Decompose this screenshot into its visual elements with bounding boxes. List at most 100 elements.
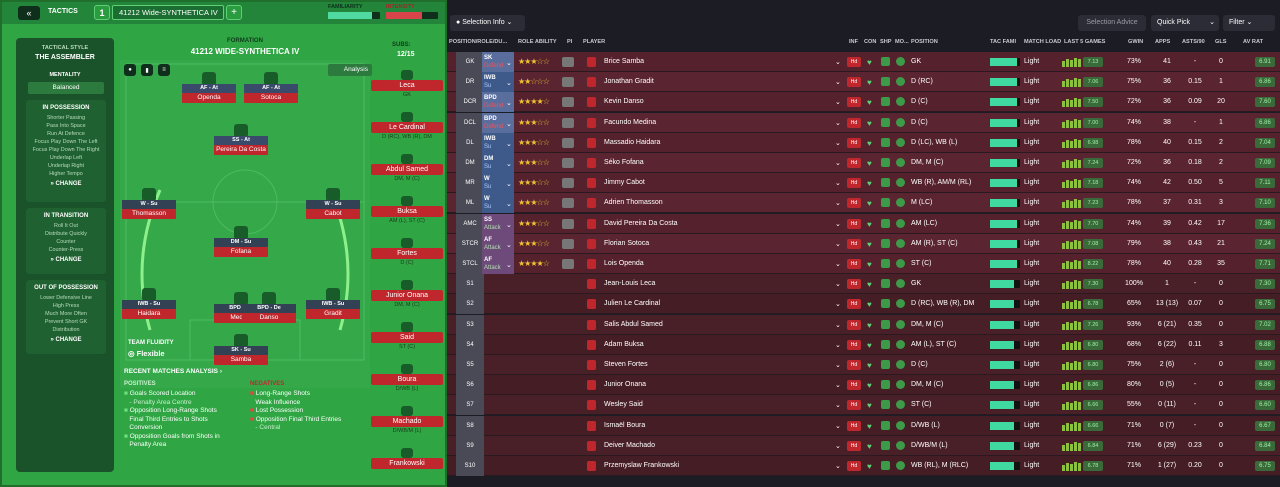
table-row[interactable]: STCR AF Attack ⌄ ★★★☆☆ Florian Sotoca ⌄ Hd ♥ AM (…: [447, 233, 1280, 254]
player-instructions-icon[interactable]: [562, 238, 574, 249]
table-row[interactable]: S7 Wesley Said ⌄ Hd ♥ ST (C) Light 6.66 55% 0 (11…: [447, 395, 1280, 416]
column-header[interactable]: APPS: [1155, 39, 1171, 45]
stats-view-icon[interactable]: ▮: [141, 64, 153, 76]
player-name[interactable]: Salis Abdul Samed: [604, 320, 663, 328]
player-name[interactable]: Séko Fofana: [604, 159, 644, 166]
role-duty[interactable]: W Su: [482, 193, 514, 214]
table-row[interactable]: S9 Deiver Machado ⌄ Hd ♥ D/WB/M (L) Light 6.84 7…: [447, 435, 1280, 456]
chevron-down-icon[interactable]: ⌄: [835, 422, 841, 430]
chevron-down-icon[interactable]: ⌄: [835, 463, 841, 470]
chevron-down-icon[interactable]: ⌄: [1209, 19, 1215, 26]
chevron-down-icon[interactable]: ⌄: [835, 240, 841, 248]
player-instructions-icon[interactable]: [562, 97, 574, 108]
tactical-style[interactable]: THE ASSEMBLER: [35, 54, 95, 61]
player-name[interactable]: Deiver Machado: [604, 441, 655, 449]
chevron-down-icon[interactable]: ⌄: [835, 139, 841, 147]
player-name[interactable]: Lois Openda: [604, 260, 644, 267]
player-instructions-icon[interactable]: [562, 137, 574, 148]
table-row[interactable]: DR IWB Su ⌄ ★★☆☆☆ Jonathan Gradit ⌄ Hd ♥ D (RC) Li…: [447, 72, 1280, 93]
player-name[interactable]: Brice Samba: [604, 58, 645, 65]
player-name[interactable]: Jonathan Gradit: [604, 78, 654, 86]
chevron-down-icon[interactable]: ⌄: [835, 160, 841, 167]
table-row[interactable]: S8 Ismaël Boura ⌄ Hd ♥ D/WB (L) Light 6.66 71% 0 …: [447, 415, 1280, 436]
table-row[interactable]: GK SK Defend ⌄ ★★★☆☆ Brice Samba ⌄ Hd ♥ GK Light 7.…: [447, 52, 1280, 72]
chevron-down-icon[interactable]: ⌄: [835, 99, 841, 107]
table-row[interactable]: MR W Su ⌄ ★★★☆☆ Jimmy Cabot ⌄ Hd ♥ WB (R), AM/M (…: [447, 173, 1280, 194]
chevron-down-icon[interactable]: ⌄: [835, 301, 841, 309]
chevron-down-icon[interactable]: ⌄: [835, 442, 841, 450]
change-transition-button[interactable]: » CHANGE: [50, 257, 82, 263]
table-row[interactable]: ML W Su ⌄ ★★★☆☆ Adrien Thomasson ⌄ Hd ♥ M (LC) Lig…: [447, 193, 1280, 214]
chevron-down-icon[interactable]: ⌄: [835, 281, 841, 289]
column-header[interactable]: GLS: [1215, 39, 1227, 45]
quick-pick-button[interactable]: Quick Pick ⌄: [1151, 15, 1219, 31]
player-instructions-icon[interactable]: [562, 117, 574, 128]
tactic-slot-number[interactable]: 1: [94, 5, 110, 20]
chevron-down-icon[interactable]: ⌄: [506, 60, 512, 67]
player-name[interactable]: Steven Fortes: [604, 361, 648, 368]
player-name[interactable]: Przemyslaw Frankowski: [604, 462, 680, 469]
substitute-card[interactable]: Said ST (C): [371, 322, 443, 351]
substitute-card[interactable]: Junior Onana DM, M (C): [371, 280, 443, 309]
column-header[interactable]: POSITION: [911, 39, 938, 45]
role-duty[interactable]: BPD Defend: [482, 92, 514, 113]
chevron-down-icon[interactable]: ⌄: [835, 341, 841, 349]
player-name[interactable]: Kevin Danso: [604, 98, 644, 106]
table-row[interactable]: S1 Jean-Louis Leca ⌄ Hd ♥ GK Light 7.30 100% 1 - 0 7…: [447, 274, 1280, 295]
chevron-down-icon[interactable]: ⌄: [835, 321, 841, 329]
filter-dropdown[interactable]: Filter ⌄: [1223, 15, 1275, 31]
substitute-card[interactable]: Fortes D (C): [371, 238, 443, 267]
table-row[interactable]: S4 Adam Buksa ⌄ Hd ♥ AM (L), ST (C) Light 6.80 6…: [447, 334, 1280, 355]
chevron-down-icon[interactable]: ⌄: [506, 181, 512, 189]
player-name[interactable]: David Pereira Da Costa: [604, 219, 678, 227]
substitute-card[interactable]: Machado D/WB/M (L): [371, 406, 443, 435]
player-name[interactable]: Massadio Haidara: [604, 138, 661, 146]
table-row[interactable]: S10 Przemyslaw Frankowski ⌄ Hd ♥ WB (RL), M (…: [447, 456, 1280, 476]
substitute-card[interactable]: Frankowski: [371, 448, 443, 469]
pitch-player[interactable]: BPD - De Danso: [242, 292, 296, 323]
chevron-down-icon[interactable]: ⌄: [506, 80, 512, 88]
substitute-card[interactable]: Abdul Samed DM, M (C): [371, 154, 443, 183]
table-row[interactable]: STCL AF Attack ⌄ ★★★★☆ Lois Openda ⌄ Hd ♥ ST (C) L…: [447, 254, 1280, 274]
chevron-down-icon[interactable]: ⌄: [835, 362, 841, 369]
pitch-player[interactable]: IWB - Su Haidara: [122, 288, 176, 319]
role-duty[interactable]: IWB Su: [482, 72, 514, 93]
player-instructions-icon[interactable]: [562, 178, 574, 189]
column-header[interactable]: MO...: [895, 39, 909, 45]
column-header[interactable]: AV RAT: [1243, 39, 1263, 45]
substitute-card[interactable]: Buksa AM (L), ST (C): [371, 196, 443, 225]
player-instructions-icon[interactable]: [562, 198, 574, 209]
substitute-card[interactable]: Leca GK: [371, 70, 443, 99]
column-header[interactable]: SHP: [880, 39, 892, 45]
chevron-down-icon[interactable]: ⌄: [835, 200, 841, 208]
chevron-down-icon[interactable]: ⌄: [835, 220, 841, 228]
table-row[interactable]: DCR BPD Defend ⌄ ★★★★☆ Kevin Danso ⌄ Hd ♥ D (C) Li…: [447, 92, 1280, 113]
table-row[interactable]: S6 Junior Onana ⌄ Hd ♥ DM, M (C) Light 6.86 80% 0…: [447, 375, 1280, 396]
pitch-player[interactable]: BPD - De Medina: [214, 292, 268, 323]
column-header[interactable]: GWIN: [1128, 39, 1144, 45]
role-duty[interactable]: BPD Defend: [482, 112, 514, 133]
chevron-down-icon[interactable]: ⌄: [506, 161, 512, 168]
column-header[interactable]: INF: [849, 39, 859, 45]
chevron-down-icon[interactable]: ⌄: [506, 100, 512, 108]
chevron-down-icon[interactable]: ⌄: [506, 120, 512, 128]
chevron-down-icon[interactable]: ⌄: [506, 140, 512, 148]
player-view-icon[interactable]: ●: [124, 64, 136, 76]
pitch-player[interactable]: DM - Su Fofana: [214, 226, 268, 257]
selection-info-dropdown[interactable]: ● Selection Info ⌄: [450, 15, 525, 31]
pitch-player[interactable]: W - Su Cabot: [306, 188, 360, 219]
role-duty[interactable]: W Su: [482, 173, 514, 194]
player-name[interactable]: Adrien Thomasson: [604, 199, 663, 207]
chevron-down-icon[interactable]: ⌄: [835, 180, 841, 188]
column-header[interactable]: CON: [864, 39, 877, 45]
player-name[interactable]: Adam Buksa: [604, 340, 644, 348]
player-instructions-icon[interactable]: [562, 158, 574, 168]
table-row[interactable]: S2 Julien Le Cardinal ⌄ Hd ♥ D (RC), WB (R), …: [447, 294, 1280, 315]
column-header[interactable]: LAST 5 GAMES: [1064, 39, 1106, 45]
player-name[interactable]: Wesley Said: [604, 401, 643, 409]
column-header[interactable]: ASTS/90: [1182, 39, 1205, 45]
recent-analysis-title[interactable]: RECENT MATCHES ANALYSIS ›: [124, 368, 223, 375]
chevron-down-icon[interactable]: ⌄: [835, 402, 841, 410]
table-row[interactable]: DM DM Su ⌄ ★★★☆☆ Séko Fofana ⌄ Hd ♥ DM, M (C) Ligh…: [447, 153, 1280, 173]
pitch-player[interactable]: IWB - Su Gradit: [306, 288, 360, 319]
